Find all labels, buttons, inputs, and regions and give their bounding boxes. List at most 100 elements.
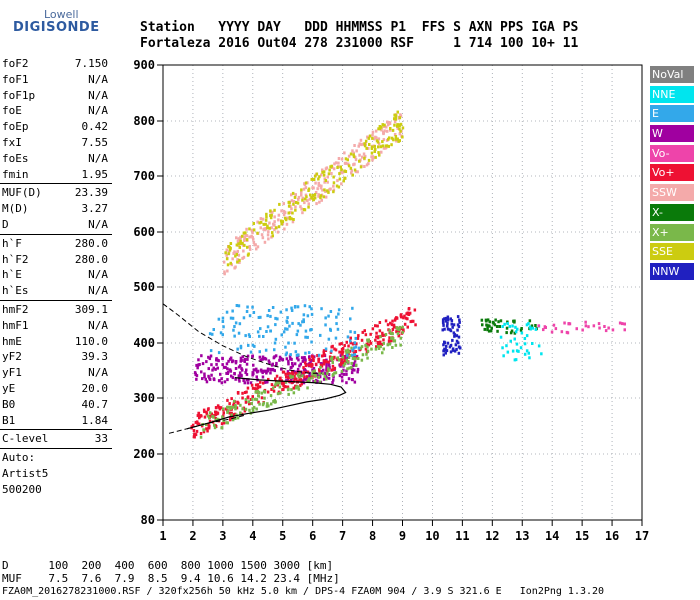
- data-point-w: [268, 361, 271, 365]
- data-point-nne: [527, 322, 530, 326]
- data-point-x: [530, 324, 534, 328]
- data-point-e: [286, 327, 289, 331]
- data-point-sse: [224, 251, 227, 255]
- data-point-sse: [322, 173, 326, 177]
- data-point-ssw: [266, 233, 270, 237]
- data-point-sse: [292, 202, 295, 206]
- data-point-w: [278, 355, 282, 359]
- data-point-vo: [298, 378, 301, 382]
- data-point-vo: [340, 342, 343, 346]
- data-point-w: [291, 361, 294, 365]
- data-point-vo: [402, 316, 405, 320]
- data-point-x: [258, 402, 261, 406]
- data-point-vo: [282, 381, 285, 385]
- data-point-sse: [317, 177, 320, 181]
- divider: [0, 448, 112, 450]
- data-point-vo: [256, 383, 260, 387]
- data-point-w: [230, 374, 233, 378]
- data-point-ssw: [236, 239, 240, 243]
- data-point-ssw: [261, 236, 265, 240]
- data-point-e: [291, 321, 294, 325]
- data-point-ssw: [389, 128, 392, 132]
- data-point-e: [299, 323, 302, 327]
- data-point-ssw: [323, 180, 326, 184]
- data-point-nnw: [442, 323, 445, 327]
- data-point-w: [246, 354, 250, 358]
- param-label: h`F: [2, 236, 22, 250]
- data-point-sse: [234, 254, 237, 258]
- data-point-sse: [370, 151, 374, 155]
- data-point-ssw: [317, 193, 320, 197]
- param-value: 20.0: [81, 381, 109, 395]
- data-point-e: [259, 315, 262, 319]
- data-point-nnw: [448, 345, 452, 349]
- data-point-e: [308, 305, 311, 309]
- data-point-vo: [194, 420, 198, 424]
- data-point-ssw: [361, 155, 364, 159]
- data-point-nnw: [454, 343, 458, 347]
- data-point-sse: [401, 135, 404, 139]
- data-point-vo: [207, 407, 210, 411]
- param-row: foF2 7.150: [0, 56, 112, 72]
- data-point-ssw: [371, 158, 374, 162]
- param-label: yE: [2, 381, 16, 395]
- data-point-x: [251, 397, 254, 401]
- data-point-nne: [506, 322, 509, 325]
- data-point-e: [231, 316, 235, 320]
- data-point-ssw: [374, 129, 378, 133]
- data-point-w: [347, 377, 351, 381]
- data-point-nnw: [457, 345, 461, 349]
- data-point-sse: [273, 208, 276, 212]
- param-label: h`E: [2, 268, 22, 282]
- data-point-vo: [390, 339, 393, 343]
- data-point-sse: [264, 218, 268, 222]
- digisonde-logo: Lowell DIGISONDE: [8, 8, 118, 42]
- data-point-nne: [517, 349, 520, 353]
- data-point-vo: [281, 388, 284, 392]
- data-point-ssw: [365, 163, 369, 167]
- legend-item: Vo+: [650, 164, 694, 182]
- data-point-w: [238, 371, 242, 375]
- data-point-e: [229, 316, 233, 320]
- data-point-x: [494, 318, 497, 322]
- data-point-sse: [307, 187, 311, 191]
- data-point-vo: [299, 384, 302, 388]
- data-point-vo: [333, 347, 336, 351]
- data-point-e: [233, 334, 236, 338]
- data-point-w: [203, 372, 206, 376]
- data-point-ssw: [317, 194, 320, 198]
- data-point-vo: [318, 369, 321, 373]
- data-point-w: [224, 365, 227, 369]
- data-point-vo: [397, 333, 401, 337]
- data-point-e: [269, 314, 272, 318]
- data-point-e: [284, 345, 287, 349]
- data-point-x: [344, 349, 348, 353]
- data-point-w: [295, 356, 299, 360]
- data-point-ssw: [333, 162, 336, 166]
- data-point-e: [349, 330, 352, 334]
- data-point-x: [333, 371, 336, 375]
- data-point-nne: [515, 342, 519, 346]
- data-point-ssw: [367, 146, 370, 150]
- data-point-x: [252, 405, 256, 409]
- data-point-w: [293, 362, 297, 366]
- data-point-sse: [305, 195, 308, 199]
- data-point-x: [220, 426, 223, 430]
- data-point-e: [310, 340, 313, 344]
- data-point-e: [317, 353, 321, 357]
- data-point-sse: [242, 231, 246, 235]
- data-point-vo: [381, 334, 384, 337]
- data-point-x: [297, 387, 301, 391]
- data-point-w: [267, 359, 271, 363]
- param-row: foEs N/A: [0, 151, 112, 167]
- data-point-ssw: [324, 195, 328, 199]
- data-point-x: [505, 326, 509, 330]
- data-point-w: [272, 356, 276, 360]
- param-row: yF1 N/A: [0, 365, 112, 381]
- x-tick-label: 8: [369, 529, 376, 543]
- data-point-w: [209, 354, 213, 358]
- data-point-ssw: [334, 161, 338, 165]
- data-point-ssw: [324, 190, 327, 193]
- data-point-w: [353, 368, 356, 372]
- data-point-x: [208, 416, 211, 420]
